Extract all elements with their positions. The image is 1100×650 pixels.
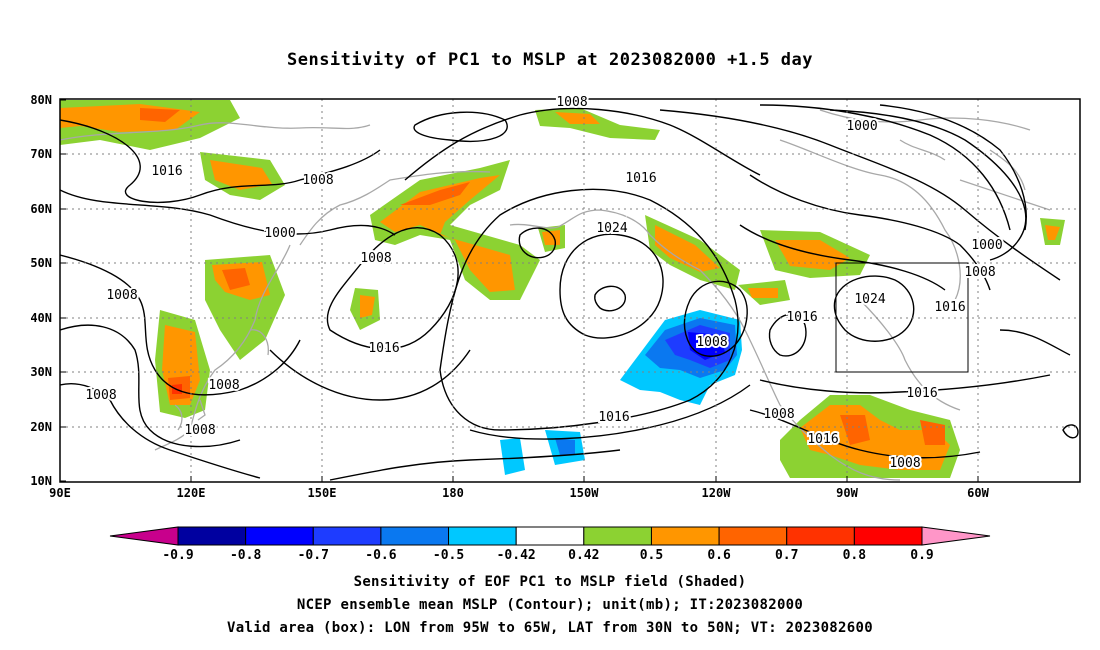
lat-label: 50N [30,256,52,270]
contour-label: 1008 [85,388,116,403]
colorbar-swatch [380,526,450,546]
lon-label: 150E [308,486,337,500]
contour-label: 1024 [854,292,885,307]
colorbar-tick-label: 0.5 [640,548,663,563]
colorbar-swatch [650,526,720,546]
colorbar-tick-label: 0.9 [910,548,933,563]
colorbar-tick-label: -0.8 [230,548,261,563]
contour-label: 1008 [302,173,333,188]
lat-label: 20N [30,420,52,434]
colorbar-swatch [177,526,247,546]
colorbar-tick-label: -0.7 [298,548,329,563]
lat-label: 70N [30,147,52,161]
valid-area-box [835,262,969,373]
lon-label: 120W [702,486,732,500]
lat-label: 30N [30,365,52,379]
colorbar: -0.9 -0.8 -0.7 -0.6 -0.5 -0.42 0.42 0.5 0.6 0.7 0.… [109,526,991,563]
contour-labels: 1008 1000 1016 1008 1016 1000 1024 1008 … [83,93,1004,449]
page-title: Sensitivity of PC1 to MSLP at 2023082000… [286,50,813,70]
lon-label: 90W [836,486,858,500]
contour-label: 1008 [208,378,239,393]
lat-label: 80N [30,93,52,107]
contour-label: 1016 [906,386,937,401]
colorbar-tick-label: -0.42 [497,548,536,563]
map-grid [60,99,1080,482]
caption-shading: Sensitivity of EOF PC1 to MSLP field (Sh… [353,574,747,590]
longitude-labels: 90E 120E 150E 180 150W 120W 90W 60W [49,486,989,500]
contour-label: 1008 [360,251,391,266]
colorbar-tick-label: 0.8 [843,548,867,563]
contour-label: 1008 [184,423,215,438]
sensitivity-shading [60,100,1065,478]
colorbar-swatch-min [109,526,179,546]
contour-label: 1000 [971,238,1002,253]
axis-ticks [60,99,979,482]
colorbar-swatch [245,526,314,546]
colorbar-labels: -0.9 -0.8 -0.7 -0.6 -0.5 -0.42 0.42 0.5 0.6 0.7 0.… [162,548,933,563]
contour-label: 1008 [106,288,137,303]
coastlines [60,109,1051,481]
colorbar-swatch [583,526,652,546]
lon-label: 90E [49,486,71,500]
contour-label: 1016 [625,171,656,186]
lon-label: 120E [177,486,206,500]
lat-label: 10N [30,474,52,488]
contour-label-extra: 1008 [889,456,920,471]
colorbar-swatch-max [921,526,991,546]
contour-label: 1000 [264,226,295,241]
colorbar-swatch [853,526,923,546]
caption-valid-area: Valid area (box): LON from 95W to 65W, L… [227,620,873,636]
colorbar-tick-label: 0.6 [707,548,731,563]
colorbar-tick-label: 0.42 [568,548,599,563]
lon-label: 60W [967,486,989,500]
contour-label: 1016 [598,410,629,425]
contour-label: 1016 [934,300,965,315]
colorbar-tick-label: -0.6 [365,548,396,563]
contour-label: 1000 [846,119,877,134]
contour-label: 1024 [596,221,627,236]
lon-label: 150W [570,486,600,500]
latitude-labels: 80N 70N 60N 50N 40N 30N 20N 10N [30,93,52,488]
contour-label: 1016 [807,432,838,447]
colorbar-tick-label: -0.5 [433,548,464,563]
lon-label: 180 [442,486,464,500]
colorbar-swatches [109,526,991,546]
contour-label: 1016 [786,310,817,325]
contour-label: 1008 [964,265,995,280]
colorbar-swatch [448,526,517,546]
lat-label: 40N [30,311,52,325]
contour-label: 1016 [368,341,399,356]
colorbar-tick-label: 0.7 [775,548,798,563]
colorbar-swatch [515,526,585,546]
colorbar-swatch [786,526,855,546]
contour-label: 1008 [763,407,794,422]
contour-label: 1008 [696,335,727,350]
mslp-contours [60,104,1079,481]
colorbar-swatch [312,526,382,546]
caption-contour: NCEP ensemble mean MSLP (Contour); unit(… [296,597,804,613]
colorbar-swatch [718,526,788,546]
colorbar-tick-label: -0.9 [162,548,193,563]
map-frame [59,98,1081,483]
contour-label: 1008 [556,95,587,110]
contour-label: 1016 [151,164,182,179]
lat-label: 60N [30,202,52,216]
